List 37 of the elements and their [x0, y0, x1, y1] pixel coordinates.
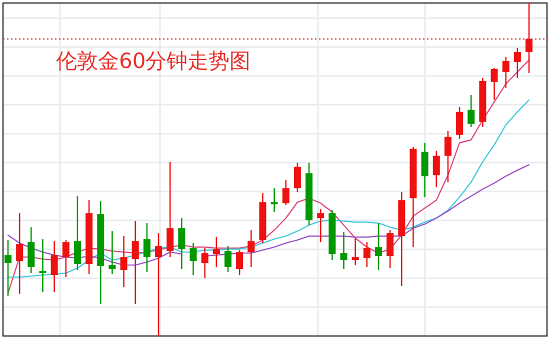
candlestick — [502, 56, 510, 89]
candlestick — [248, 229, 255, 268]
candlestick — [212, 236, 220, 268]
candlestick — [526, 2, 532, 74]
candlestick — [270, 188, 278, 213]
candlestick — [363, 241, 370, 268]
candlestick — [201, 247, 208, 279]
candlestick — [155, 232, 162, 337]
candlestick — [166, 161, 174, 258]
candlestick — [282, 180, 290, 206]
candlestick — [374, 222, 382, 271]
candlestick — [340, 231, 348, 270]
candlestick — [294, 162, 301, 193]
candlestick — [120, 235, 128, 288]
candlestick — [190, 242, 197, 276]
candlestick — [236, 249, 244, 276]
text: 伦敦金60分钟走势图 — [56, 49, 251, 73]
candlestick — [4, 239, 12, 297]
candlestick — [352, 237, 359, 266]
candlestick — [74, 195, 81, 271]
candlestick — [514, 47, 521, 79]
candlestick — [39, 238, 46, 293]
candlestick — [108, 230, 116, 275]
candlestick — [468, 94, 475, 128]
candlestick — [143, 222, 150, 273]
candlestick — [432, 150, 440, 188]
candlestick — [444, 130, 452, 183]
candlestick — [50, 240, 58, 293]
candlestick — [490, 67, 498, 101]
candlestick — [317, 208, 324, 243]
candlestick — [132, 220, 139, 305]
candlestick — [178, 217, 186, 270]
candlestick — [386, 229, 394, 269]
candlestick — [224, 245, 232, 273]
candlestick — [456, 106, 464, 140]
candlestick — [16, 212, 24, 295]
candlestick — [62, 239, 70, 278]
